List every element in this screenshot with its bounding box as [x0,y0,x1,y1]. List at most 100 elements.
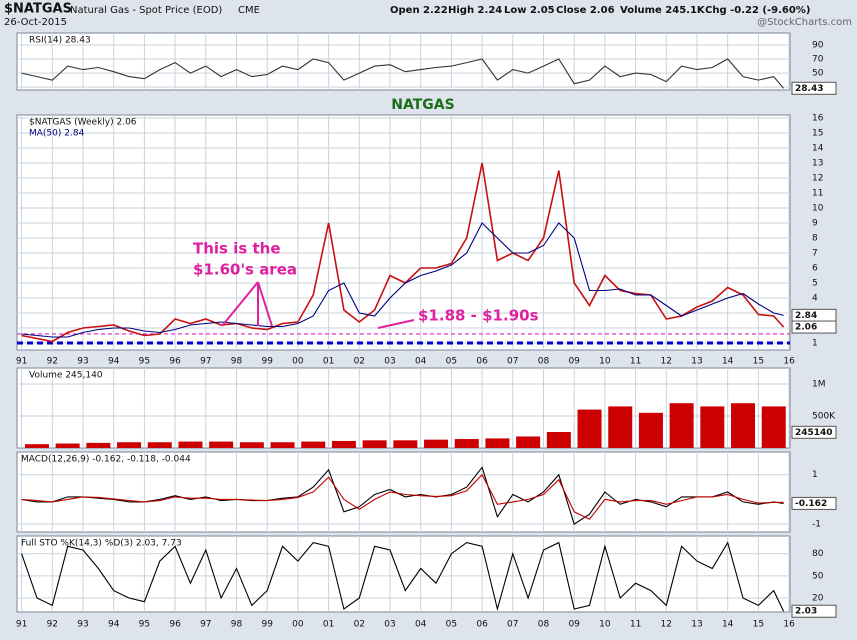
x-tick-label: 13 [691,620,702,630]
x-tick-label: 04 [415,620,427,630]
last-value-box [791,496,837,510]
x-tick-label: 94 [108,357,120,367]
volume-bar [117,442,142,448]
panel-title: MACD(12,26,9) -0.162, -0.118, -0.044 [21,455,191,465]
x-tick-label: 93 [77,620,88,630]
volume-bar [239,442,264,448]
x-tick-label: 14 [722,357,734,367]
last-value-box [791,425,837,439]
symbol: $NATGAS [4,2,72,17]
plot-area [16,451,791,533]
y-tick-label: 1 [812,338,818,348]
annotation: $1.60's area [193,261,297,279]
annotation: This is the [193,240,281,258]
x-tick-label: 05 [446,357,457,367]
last-value-box [791,81,837,95]
annotation-arrow [257,281,273,327]
x-tick-label: 07 [507,620,518,630]
volume-bar [638,412,663,448]
quote-item: Low 2.05 [504,5,555,16]
annotation-arrow [221,281,259,327]
y-tick-label: 20 [812,593,824,603]
x-tick-label: 96 [169,357,181,367]
volume-bar [700,406,725,448]
y-tick-label: 4 [812,293,818,303]
last-value-box [791,320,837,334]
volume-bar [301,441,326,448]
y-tick-label: 500K [812,412,836,422]
volume-bar [147,442,172,448]
quote-item: Open 2.22 [390,5,448,16]
plot-area [16,114,791,351]
quote-item: Close 2.06 [556,5,615,16]
volume-bar [270,442,295,448]
volume-bar [669,403,694,448]
y-tick-label: 1M [812,380,826,390]
panel-title: NATGAS [391,97,454,113]
quote-bar: Open 2.22 High 2.24 Low 2.05 Close 2.06 Volu… [390,5,810,16]
volume-bar [731,403,756,448]
y-tick-label: 14 [812,143,824,153]
legend-entry: $NATGAS (Weekly) 2.06 [29,118,137,128]
x-tick-label: 05 [446,620,457,630]
series-line [21,473,784,520]
x-tick-label: 95 [139,620,150,630]
x-tick-label: 10 [599,357,611,367]
x-tick-label: 09 [568,620,580,630]
credit: @StockCharts.com [757,17,852,28]
y-tick-label: 90 [812,40,824,50]
x-tick-label: 96 [169,620,181,630]
y-tick-label: 70 [812,55,824,65]
x-tick-label: 14 [722,620,734,630]
last-value: 2.03 [795,607,817,617]
x-tick-label: 00 [292,357,304,367]
volume-bar [362,440,387,448]
volume-bar [516,436,541,448]
series-line [21,541,785,612]
y-tick-label: 1 [812,470,818,480]
x-tick-label: 91 [16,620,27,630]
x-tick-label: 04 [415,357,427,367]
last-value: -0.162 [795,499,827,509]
x-tick-label: 08 [538,357,550,367]
x-tick-label: 02 [354,620,365,630]
x-tick-label: 06 [476,620,488,630]
x-tick-label: 10 [599,620,611,630]
x-tick-label: 13 [691,357,702,367]
y-tick-label: 50 [812,69,824,79]
y-tick-label: 10 [812,203,824,213]
volume-bar [86,442,111,448]
volume-bar [485,438,510,448]
x-tick-label: 99 [261,357,273,367]
x-tick-label: 98 [231,357,243,367]
x-tick-label: 97 [200,620,211,630]
x-tick-label: 01 [323,357,334,367]
volume-bar [24,444,49,448]
x-tick-label: 03 [384,620,395,630]
x-tick-label: 01 [323,620,334,630]
exchange: CME [238,5,260,16]
x-tick-label: 06 [476,357,488,367]
x-tick-label: 12 [661,620,672,630]
y-tick-label: 50 [812,571,824,581]
y-tick-label: 15 [812,128,823,138]
y-tick-label: 7 [812,248,818,258]
y-tick-label: 80 [812,549,824,559]
plot-area [16,32,791,91]
x-tick-label: 92 [47,357,58,367]
x-tick-label: 16 [783,620,795,630]
quote-item: Chg -0.22 (-9.60%) [705,5,810,16]
y-tick-label: 12 [812,173,823,183]
x-tick-label: 07 [507,357,518,367]
x-tick-label: 98 [231,620,243,630]
last-value: 245140 [795,428,833,438]
x-tick-label: 95 [139,357,150,367]
y-tick-label: 5 [812,278,818,288]
volume-bar [178,441,203,448]
quote-item: Volume 245.1K [620,5,706,16]
y-tick-label: 16 [812,113,824,123]
x-tick-label: 12 [661,357,672,367]
volume-bar [209,441,234,448]
y-tick-label: 6 [812,263,818,273]
